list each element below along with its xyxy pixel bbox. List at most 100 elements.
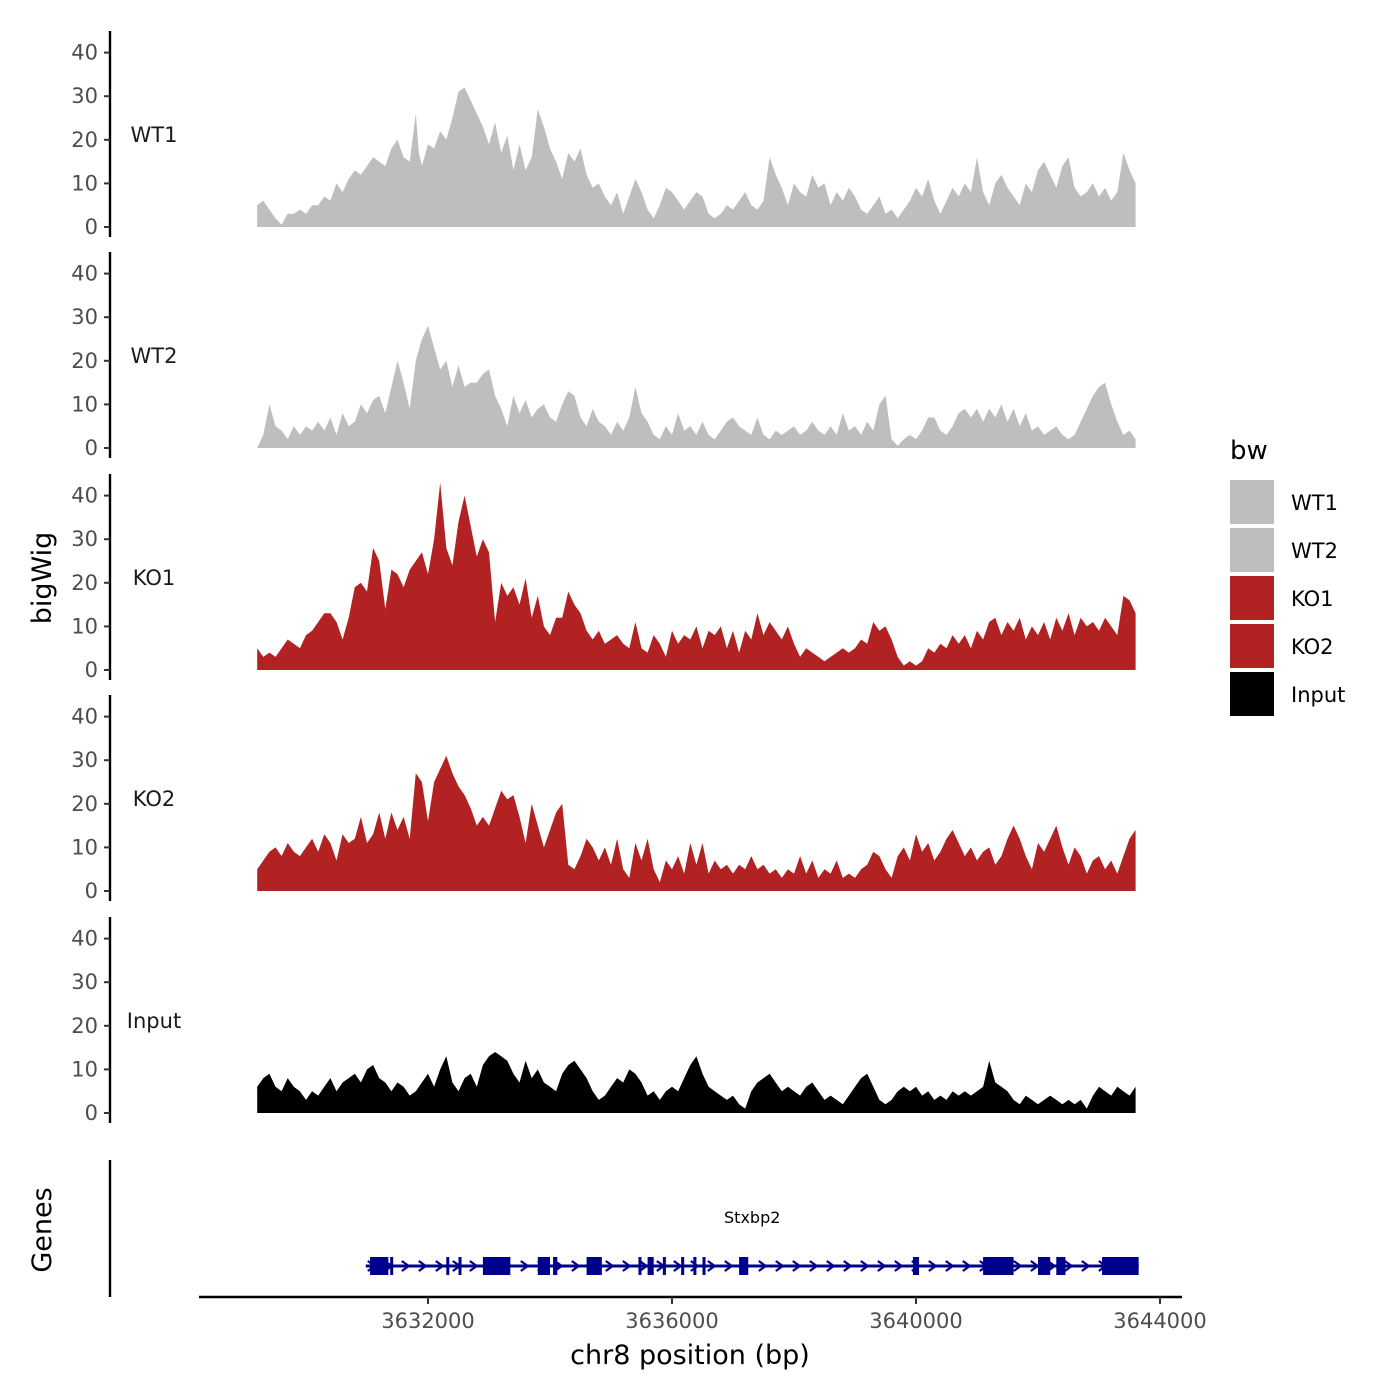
strand-arrow: [877, 1260, 887, 1272]
y-tick-label: 10: [71, 835, 98, 859]
gene-exon: [1038, 1257, 1051, 1275]
x-tick-label: 3636000: [625, 1309, 719, 1333]
strand-arrow: [945, 1260, 955, 1272]
legend-label-ko2: KO2: [1291, 635, 1334, 659]
genes-track-title: Genes: [27, 1187, 58, 1272]
y-tick-label: 0: [85, 1101, 98, 1125]
strand-arrow: [962, 1260, 972, 1272]
strand-arrow: [469, 1260, 479, 1272]
strand-arrow: [843, 1260, 853, 1272]
gene-exon: [693, 1257, 697, 1275]
legend-swatch-ko2: [1230, 624, 1274, 668]
strand-arrow: [1081, 1260, 1091, 1272]
legend-swatch-wt2: [1230, 528, 1274, 572]
y-tick-label: 10: [71, 614, 98, 638]
legend-swatch-ko1: [1230, 576, 1274, 620]
gene-exon: [586, 1257, 602, 1275]
gene-exon: [681, 1257, 685, 1275]
gene-exon: [390, 1257, 394, 1275]
track-ko1: 0 10 20 30 40 KO1: [71, 474, 1136, 682]
y-tick-label: 10: [71, 392, 98, 416]
legend-swatch-input: [1230, 672, 1274, 716]
x-axis-title: chr8 position (bp): [570, 1340, 810, 1371]
track-label-ko1: KO1: [133, 566, 176, 590]
strand-arrow: [860, 1260, 870, 1272]
y-tick-label: 30: [71, 748, 98, 772]
y-tick-label: 20: [71, 128, 98, 152]
gene-exon: [983, 1257, 1014, 1275]
strand-arrow: [605, 1260, 615, 1272]
y-tick-label: 0: [85, 215, 98, 239]
y-tick-label: 20: [71, 792, 98, 816]
y-tick-label: 0: [85, 436, 98, 460]
gene-name-label: Stxbp2: [724, 1208, 780, 1227]
area-wt2: [257, 325, 1136, 448]
legend-label-wt2: WT2: [1291, 539, 1338, 563]
gene-exon: [912, 1257, 920, 1275]
y-tick-label: 20: [71, 1014, 98, 1038]
gene-exon: [702, 1257, 706, 1275]
area-input: [257, 1052, 1136, 1113]
y-tick-label: 40: [71, 705, 98, 729]
strand-arrow: [792, 1260, 802, 1272]
strand-arrow: [707, 1260, 717, 1272]
strand-arrow: [1013, 1260, 1023, 1272]
gene-exon: [739, 1257, 749, 1275]
strand-arrow: [401, 1260, 411, 1272]
x-tick-label: 3640000: [869, 1309, 963, 1333]
gene-exon: [638, 1257, 642, 1275]
track-label-wt1: WT1: [131, 123, 178, 147]
y-tick-label: 0: [85, 879, 98, 903]
gene-exon: [482, 1257, 511, 1275]
area-wt1: [257, 87, 1136, 227]
strand-arrow: [520, 1260, 530, 1272]
y-tick-label: 10: [71, 171, 98, 195]
track-ko2: 0 10 20 30 40 KO2: [71, 695, 1136, 903]
legend-swatch-wt1: [1230, 480, 1274, 524]
strand-arrow: [809, 1260, 819, 1272]
y-tick-label: 40: [71, 41, 98, 65]
strand-arrow: [775, 1260, 785, 1272]
x-tick-label: 3632000: [381, 1309, 475, 1333]
y-tick-label: 40: [71, 927, 98, 951]
track-label-ko2: KO2: [133, 787, 176, 811]
gene-exon: [458, 1257, 462, 1275]
x-tick-label: 3644000: [1113, 1309, 1207, 1333]
gene-exon: [1056, 1257, 1066, 1275]
strand-arrow: [1064, 1260, 1074, 1272]
y-tick-label: 40: [71, 484, 98, 508]
gene-exon: [446, 1257, 450, 1275]
track-wt2: 0 10 20 30 40 WT2: [71, 252, 1136, 460]
strand-arrow: [690, 1260, 700, 1272]
y-tick-label: 30: [71, 84, 98, 108]
strand-arrow: [639, 1260, 649, 1272]
track-input: 0 10 20 30 40 Input: [71, 917, 1136, 1125]
track-label-wt2: WT2: [131, 344, 178, 368]
gene-exon: [647, 1257, 654, 1275]
y-axis-title: bigWig: [27, 532, 58, 625]
legend-label-ko1: KO1: [1291, 587, 1334, 611]
strand-arrow: [435, 1260, 445, 1272]
strand-arrow: [1030, 1260, 1040, 1272]
area-ko1: [257, 482, 1136, 670]
strand-arrow: [571, 1260, 581, 1272]
legend-label-wt1: WT1: [1291, 491, 1338, 515]
y-tick-label: 40: [71, 262, 98, 286]
y-tick-label: 0: [85, 658, 98, 682]
area-ko2: [257, 755, 1136, 891]
strand-arrow: [894, 1260, 904, 1272]
strand-arrow: [758, 1260, 768, 1272]
gene-exon: [1102, 1257, 1139, 1275]
y-tick-label: 20: [71, 571, 98, 595]
strand-arrow: [622, 1260, 632, 1272]
y-tick-label: 30: [71, 305, 98, 329]
gene-track: Stxbp2: [108, 1160, 1139, 1297]
strand-arrow: [724, 1260, 734, 1272]
strand-arrow: [826, 1260, 836, 1272]
tracks-layer: 0 10 20 30 40 WT1 0 10 20 30 40 WT2 0 10 20 30 40 KO1 0 10 2…: [71, 31, 1136, 1125]
gene-exon: [537, 1257, 550, 1275]
y-tick-label: 20: [71, 349, 98, 373]
y-tick-label: 30: [71, 970, 98, 994]
legend-label-input: Input: [1291, 683, 1345, 707]
